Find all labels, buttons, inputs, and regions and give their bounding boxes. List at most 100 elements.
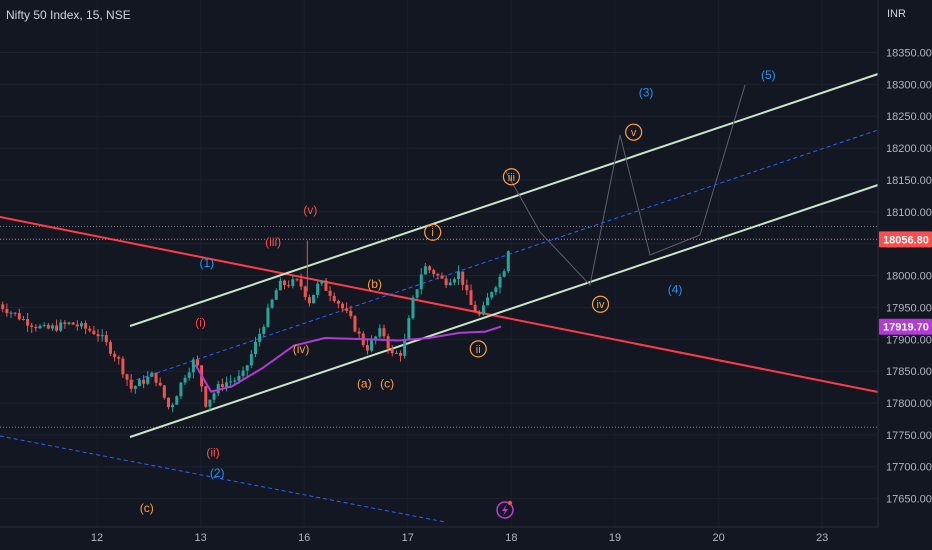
candle-body [498, 276, 502, 288]
candle-body [154, 372, 158, 383]
candle-body [117, 357, 121, 359]
wave-label-circled: iii [508, 172, 515, 184]
x-tick-label: 18 [505, 532, 517, 544]
candle-body [324, 280, 328, 291]
candle-body [84, 323, 88, 329]
price-label-box [879, 231, 932, 248]
wave-label: (iii) [265, 235, 281, 249]
candle-body [394, 352, 398, 354]
candle-body [30, 325, 34, 327]
candle-body [320, 280, 324, 284]
wave-label: (c) [140, 501, 154, 515]
candle-body [212, 393, 216, 400]
candle-body [96, 334, 100, 337]
candle-body [399, 352, 403, 356]
lightning-icon [502, 504, 508, 516]
candle-body [291, 279, 295, 286]
candle-body [411, 297, 415, 319]
candle-body [195, 359, 199, 366]
lower-dashed-line[interactable] [0, 435, 446, 523]
red-trendline[interactable] [0, 216, 879, 393]
candle-body [75, 324, 79, 327]
candle-body [100, 335, 104, 337]
candle-body [303, 286, 307, 298]
candle-body [357, 331, 361, 334]
candle-body [419, 274, 423, 290]
candle-body [258, 333, 262, 342]
candle-body [13, 312, 17, 314]
candle-body [133, 386, 137, 389]
candle-body [179, 382, 183, 397]
candle-body [183, 377, 187, 383]
candle-body [121, 358, 125, 375]
candle-body [382, 328, 386, 337]
candle-body [328, 290, 332, 296]
wave-label-circled: iv [597, 299, 605, 311]
wave-label: (2) [210, 466, 225, 480]
candle-body [92, 330, 96, 335]
candle-body [274, 290, 278, 300]
candle-body [216, 384, 220, 394]
candle-body [125, 374, 129, 380]
candle-body [166, 397, 170, 408]
candle-body [175, 396, 179, 405]
candle-body [403, 339, 407, 356]
candle-body [21, 318, 25, 320]
candle-body [378, 328, 382, 337]
candle-body [465, 284, 469, 291]
candle-body [299, 279, 303, 287]
candle-body [386, 336, 390, 349]
candle-body [245, 365, 249, 371]
wave-label: (b) [367, 277, 382, 291]
wave-label: (v) [303, 203, 317, 217]
candle-body [129, 379, 133, 389]
wave-circle [625, 123, 643, 141]
candle-body [63, 322, 67, 324]
y-axis[interactable]: 18350.00 18300.00 18250.00 18200.00 18150.00… [877, 0, 932, 527]
candle-body [50, 325, 54, 329]
candles [0, 240, 510, 413]
x-axis[interactable]: 12 13 16 17 18 19 20 23 [0, 526, 878, 544]
projection-path [504, 84, 746, 287]
wave-label: (iv) [293, 342, 310, 356]
y-tick-label: 17800.00 [886, 398, 932, 410]
alert-icon[interactable] [496, 500, 514, 519]
channel-upper[interactable] [129, 73, 879, 327]
candle-body [229, 381, 233, 383]
x-tick-label: 20 [712, 532, 724, 544]
candle-body [225, 382, 228, 387]
wave-label: (a) [357, 376, 372, 390]
x-tick-label: 23 [816, 532, 828, 544]
y-tick-label: 18100.00 [886, 207, 932, 219]
candle-body [270, 299, 274, 308]
x-tick-label: 16 [298, 532, 310, 544]
candle-body [295, 279, 299, 281]
wave-label: (4) [668, 283, 683, 297]
price-label-text: 18056.80 [883, 234, 929, 246]
candle-body [332, 295, 336, 302]
candle-body [469, 290, 473, 305]
candle-body [502, 271, 506, 277]
candle-body [1, 304, 5, 310]
candle-body [5, 309, 9, 314]
candle-body [349, 310, 353, 317]
candle-body [220, 384, 224, 387]
candle-body [365, 345, 369, 351]
trendlines[interactable] [0, 73, 879, 523]
channel-midline[interactable] [129, 129, 879, 383]
alert-circle[interactable] [496, 501, 514, 519]
price-label-box [879, 318, 932, 335]
x-tick-label: 19 [609, 532, 621, 544]
channel-lower[interactable] [129, 184, 879, 438]
candle-body [428, 266, 432, 271]
candle-body [26, 318, 30, 326]
candle-body [278, 280, 282, 291]
candle-body [481, 305, 485, 315]
candle-body [370, 339, 374, 351]
candle-body [312, 294, 316, 304]
candle-body [208, 399, 212, 407]
candle-body [316, 283, 320, 295]
notification-dot [507, 500, 513, 506]
y-tick-label: 17700.00 [886, 462, 932, 474]
